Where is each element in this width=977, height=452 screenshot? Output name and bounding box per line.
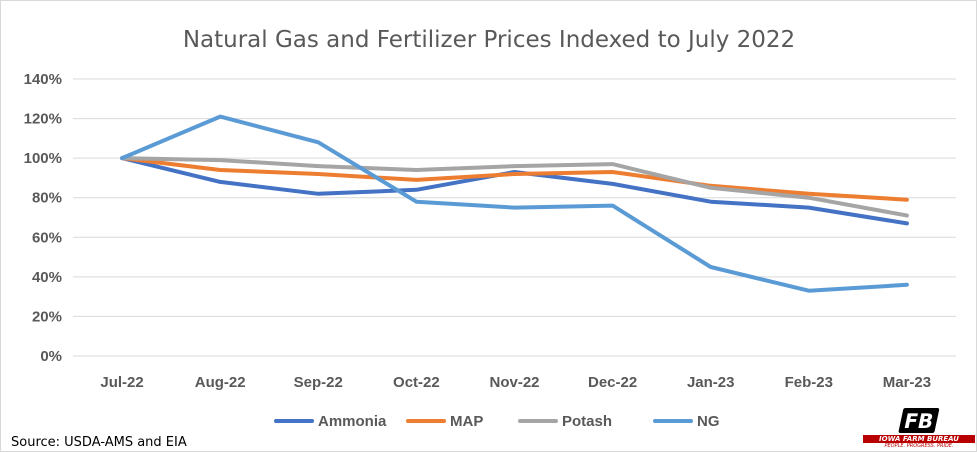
logo-name: IOWA FARM BUREAU	[863, 435, 975, 443]
logo-tagline: PEOPLE. PROGRESS. PRIDE.	[884, 443, 954, 449]
y-tick-label: 0%	[40, 348, 62, 365]
x-tick-label: Sep-22	[294, 374, 343, 391]
series-line-potash	[120, 156, 909, 218]
legend-label-ng: NG	[697, 413, 720, 430]
legend: Ammonia MAP Potash NG	[274, 413, 720, 430]
grid-layer	[73, 78, 956, 357]
y-tick-label: 140%	[24, 71, 62, 88]
series-line-ng	[120, 114, 909, 293]
x-tick-label: Jan-23	[687, 374, 735, 391]
x-tick-label: Aug-22	[195, 374, 246, 391]
legend-label-potash: Potash	[562, 413, 612, 430]
x-tick-label: Jul-22	[100, 374, 143, 391]
source-note: Source: USDA-AMS and EIA	[11, 435, 187, 450]
y-tick-label: 100%	[24, 150, 62, 167]
logo-mark-text: FB	[902, 409, 936, 433]
chart-title: Natural Gas and Fertilizer Prices Indexe…	[183, 27, 795, 53]
y-axis-ticks: 0% 20% 40% 60% 80% 100% 120% 140%	[24, 71, 62, 365]
y-tick-label: 120%	[24, 111, 62, 128]
x-tick-label: Nov-22	[489, 374, 539, 391]
y-tick-label: 60%	[32, 229, 62, 246]
y-tick-label: 40%	[32, 269, 62, 286]
y-tick-label: 20%	[32, 308, 62, 325]
legend-label-map: MAP	[450, 413, 483, 430]
series-line-map	[120, 156, 909, 202]
x-tick-label: Dec-22	[588, 374, 637, 391]
x-tick-label: Oct-22	[393, 374, 440, 391]
series-layer	[120, 114, 909, 293]
x-tick-label: Feb-23	[785, 374, 833, 391]
legend-label-ammonia: Ammonia	[318, 413, 387, 430]
iowa-farm-bureau-logo: FB IOWA FARM BUREAU PEOPLE. PROGRESS. PR…	[863, 406, 975, 450]
x-axis-ticks: Jul-22 Aug-22 Sep-22 Oct-22 Nov-22 Dec-22 Jan-…	[100, 374, 931, 391]
y-tick-label: 80%	[32, 190, 62, 207]
fb-logo-mark-icon: FB	[898, 408, 940, 433]
x-tick-label: Mar-23	[883, 374, 931, 391]
